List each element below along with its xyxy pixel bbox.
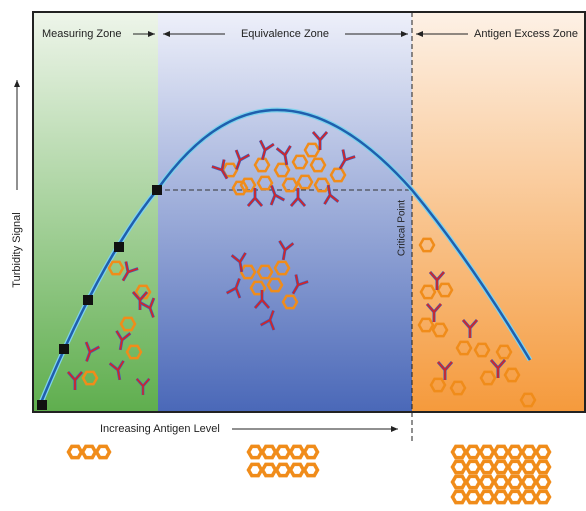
- zone-label: Equivalence Zone: [241, 28, 329, 40]
- antigen: [537, 461, 550, 472]
- antigen: [495, 491, 508, 502]
- zone-label: Measuring Zone: [42, 28, 122, 40]
- antigen: [291, 464, 304, 475]
- antigen: [97, 446, 110, 457]
- antigen: [263, 464, 276, 475]
- diagram: Measuring Zone Equivalence Zone Antigen …: [0, 0, 586, 511]
- antigen: [509, 446, 522, 457]
- antigen: [495, 461, 508, 472]
- antigen: [277, 464, 290, 475]
- antigen: [467, 446, 480, 457]
- antigen: [277, 446, 290, 457]
- zone-label: Antigen Excess Zone: [474, 28, 578, 40]
- antigen: [305, 446, 318, 457]
- antigen: [467, 491, 480, 502]
- point: [37, 400, 47, 410]
- x-axis-label: Increasing Antigen Level: [100, 423, 220, 435]
- antigen: [467, 476, 480, 487]
- antigen: [249, 446, 262, 457]
- antigen: [291, 446, 304, 457]
- antigen: [305, 464, 318, 475]
- antigen: [467, 461, 480, 472]
- antigen: [481, 476, 494, 487]
- page: Measuring Zone Equivalence Zone Antigen …: [0, 0, 586, 511]
- antigen: [523, 476, 536, 487]
- antigen: [481, 491, 494, 502]
- critical-point-label: Critical Point: [397, 200, 408, 256]
- antigen: [453, 491, 466, 502]
- antigen: [481, 461, 494, 472]
- antigen: [83, 446, 96, 457]
- antigen: [453, 461, 466, 472]
- y-axis-label: Turbidity Signal: [11, 212, 23, 287]
- antigen: [263, 446, 276, 457]
- antigen: [537, 446, 550, 457]
- antigen: [69, 446, 82, 457]
- antigen: [495, 446, 508, 457]
- antigen: [453, 476, 466, 487]
- antigen: [453, 446, 466, 457]
- excess-zone-bg: [412, 12, 586, 412]
- antigen: [523, 491, 536, 502]
- antigen: [249, 464, 262, 475]
- antigen: [537, 476, 550, 487]
- point: [152, 185, 162, 195]
- antigen: [523, 461, 536, 472]
- antigen: [509, 461, 522, 472]
- antigen: [481, 446, 494, 457]
- point: [83, 295, 93, 305]
- point: [59, 344, 69, 354]
- equivalence-zone-bg: [158, 12, 412, 412]
- point: [114, 242, 124, 252]
- antigen: [537, 491, 550, 502]
- antigen: [509, 476, 522, 487]
- antigen: [523, 446, 536, 457]
- antigen: [495, 476, 508, 487]
- antigen: [509, 491, 522, 502]
